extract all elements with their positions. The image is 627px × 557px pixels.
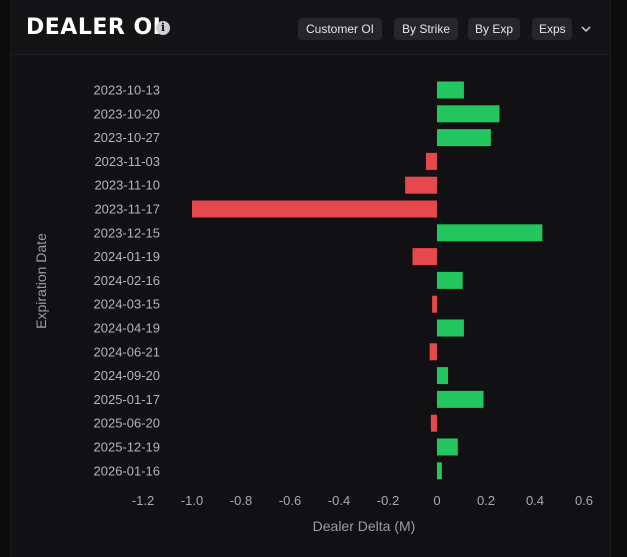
bar[interactable]	[425, 152, 437, 170]
category-label: 2025-06-20	[94, 416, 161, 431]
by-exp-button[interactable]: By Exp	[468, 18, 520, 40]
category-label: 2024-02-16	[94, 273, 161, 288]
category-label: 2024-04-19	[94, 321, 161, 336]
bar[interactable]	[412, 248, 438, 266]
category-label: 2023-10-13	[94, 83, 161, 98]
bar[interactable]	[430, 414, 437, 432]
category-label: 2023-10-27	[94, 130, 161, 145]
x-tick-label: 0.2	[477, 493, 495, 508]
bar[interactable]	[437, 438, 458, 456]
x-tick-label: -1.2	[132, 493, 154, 508]
x-axis-label: Dealer Delta (M)	[313, 518, 416, 534]
bar[interactable]	[437, 224, 543, 242]
bar[interactable]	[437, 462, 442, 480]
bar[interactable]	[437, 129, 491, 147]
x-tick-label: -0.2	[377, 493, 399, 508]
page-title: DEALER OI	[26, 15, 162, 40]
chart-panel	[10, 0, 611, 557]
category-label: 2023-11-03	[94, 154, 160, 169]
x-tick-label: 0.4	[526, 493, 544, 508]
bar[interactable]	[437, 81, 464, 99]
panel-header: DEALER OI i Customer OI By Strike By Exp…	[10, 0, 609, 55]
bar[interactable]	[405, 176, 437, 194]
x-tick-label: 0	[433, 493, 440, 508]
bar[interactable]	[437, 319, 464, 337]
x-tick-label: -0.8	[230, 493, 252, 508]
by-strike-button[interactable]: By Strike	[394, 18, 458, 40]
category-label: 2023-10-20	[94, 106, 161, 121]
info-icon[interactable]: i	[156, 21, 170, 35]
category-label: 2026-01-16	[94, 463, 161, 478]
category-label: 2023-11-10	[94, 178, 160, 193]
bar[interactable]	[432, 295, 437, 313]
x-axis-ticks: -1.2 -1.0 -0.8 -0.6 -0.4 -0.2 0 0.2 0.4 0.6	[132, 493, 593, 508]
y-axis-label: Expiration Date	[33, 233, 49, 329]
bar[interactable]	[437, 367, 449, 385]
category-label: 2023-11-17	[94, 202, 160, 217]
bars	[192, 81, 543, 480]
chevron-down-icon[interactable]	[579, 22, 593, 36]
bar[interactable]	[437, 390, 484, 408]
category-label: 2024-03-15	[94, 297, 161, 312]
x-tick-label: -1.0	[181, 493, 203, 508]
x-tick-label: -0.6	[279, 493, 301, 508]
bar[interactable]	[437, 271, 463, 289]
bar[interactable]	[192, 200, 437, 218]
category-label: 2024-01-19	[94, 249, 161, 264]
x-tick-label: -0.4	[328, 493, 350, 508]
bar[interactable]	[437, 105, 500, 123]
customer-oi-button[interactable]: Customer OI	[298, 18, 382, 40]
category-label: 2023-12-15	[94, 225, 161, 240]
category-label: 2025-12-19	[94, 440, 161, 455]
y-axis-categories: 2023-10-13 2023-10-20 2023-10-27 2023-11-03…	[94, 83, 161, 479]
category-label: 2024-06-21	[94, 344, 161, 359]
category-label: 2024-09-20	[94, 368, 161, 383]
category-label: 2025-01-17	[94, 392, 161, 407]
x-tick-label: 0.6	[575, 493, 593, 508]
bar[interactable]	[429, 343, 437, 361]
exps-dropdown-button[interactable]: Exps	[532, 18, 572, 40]
